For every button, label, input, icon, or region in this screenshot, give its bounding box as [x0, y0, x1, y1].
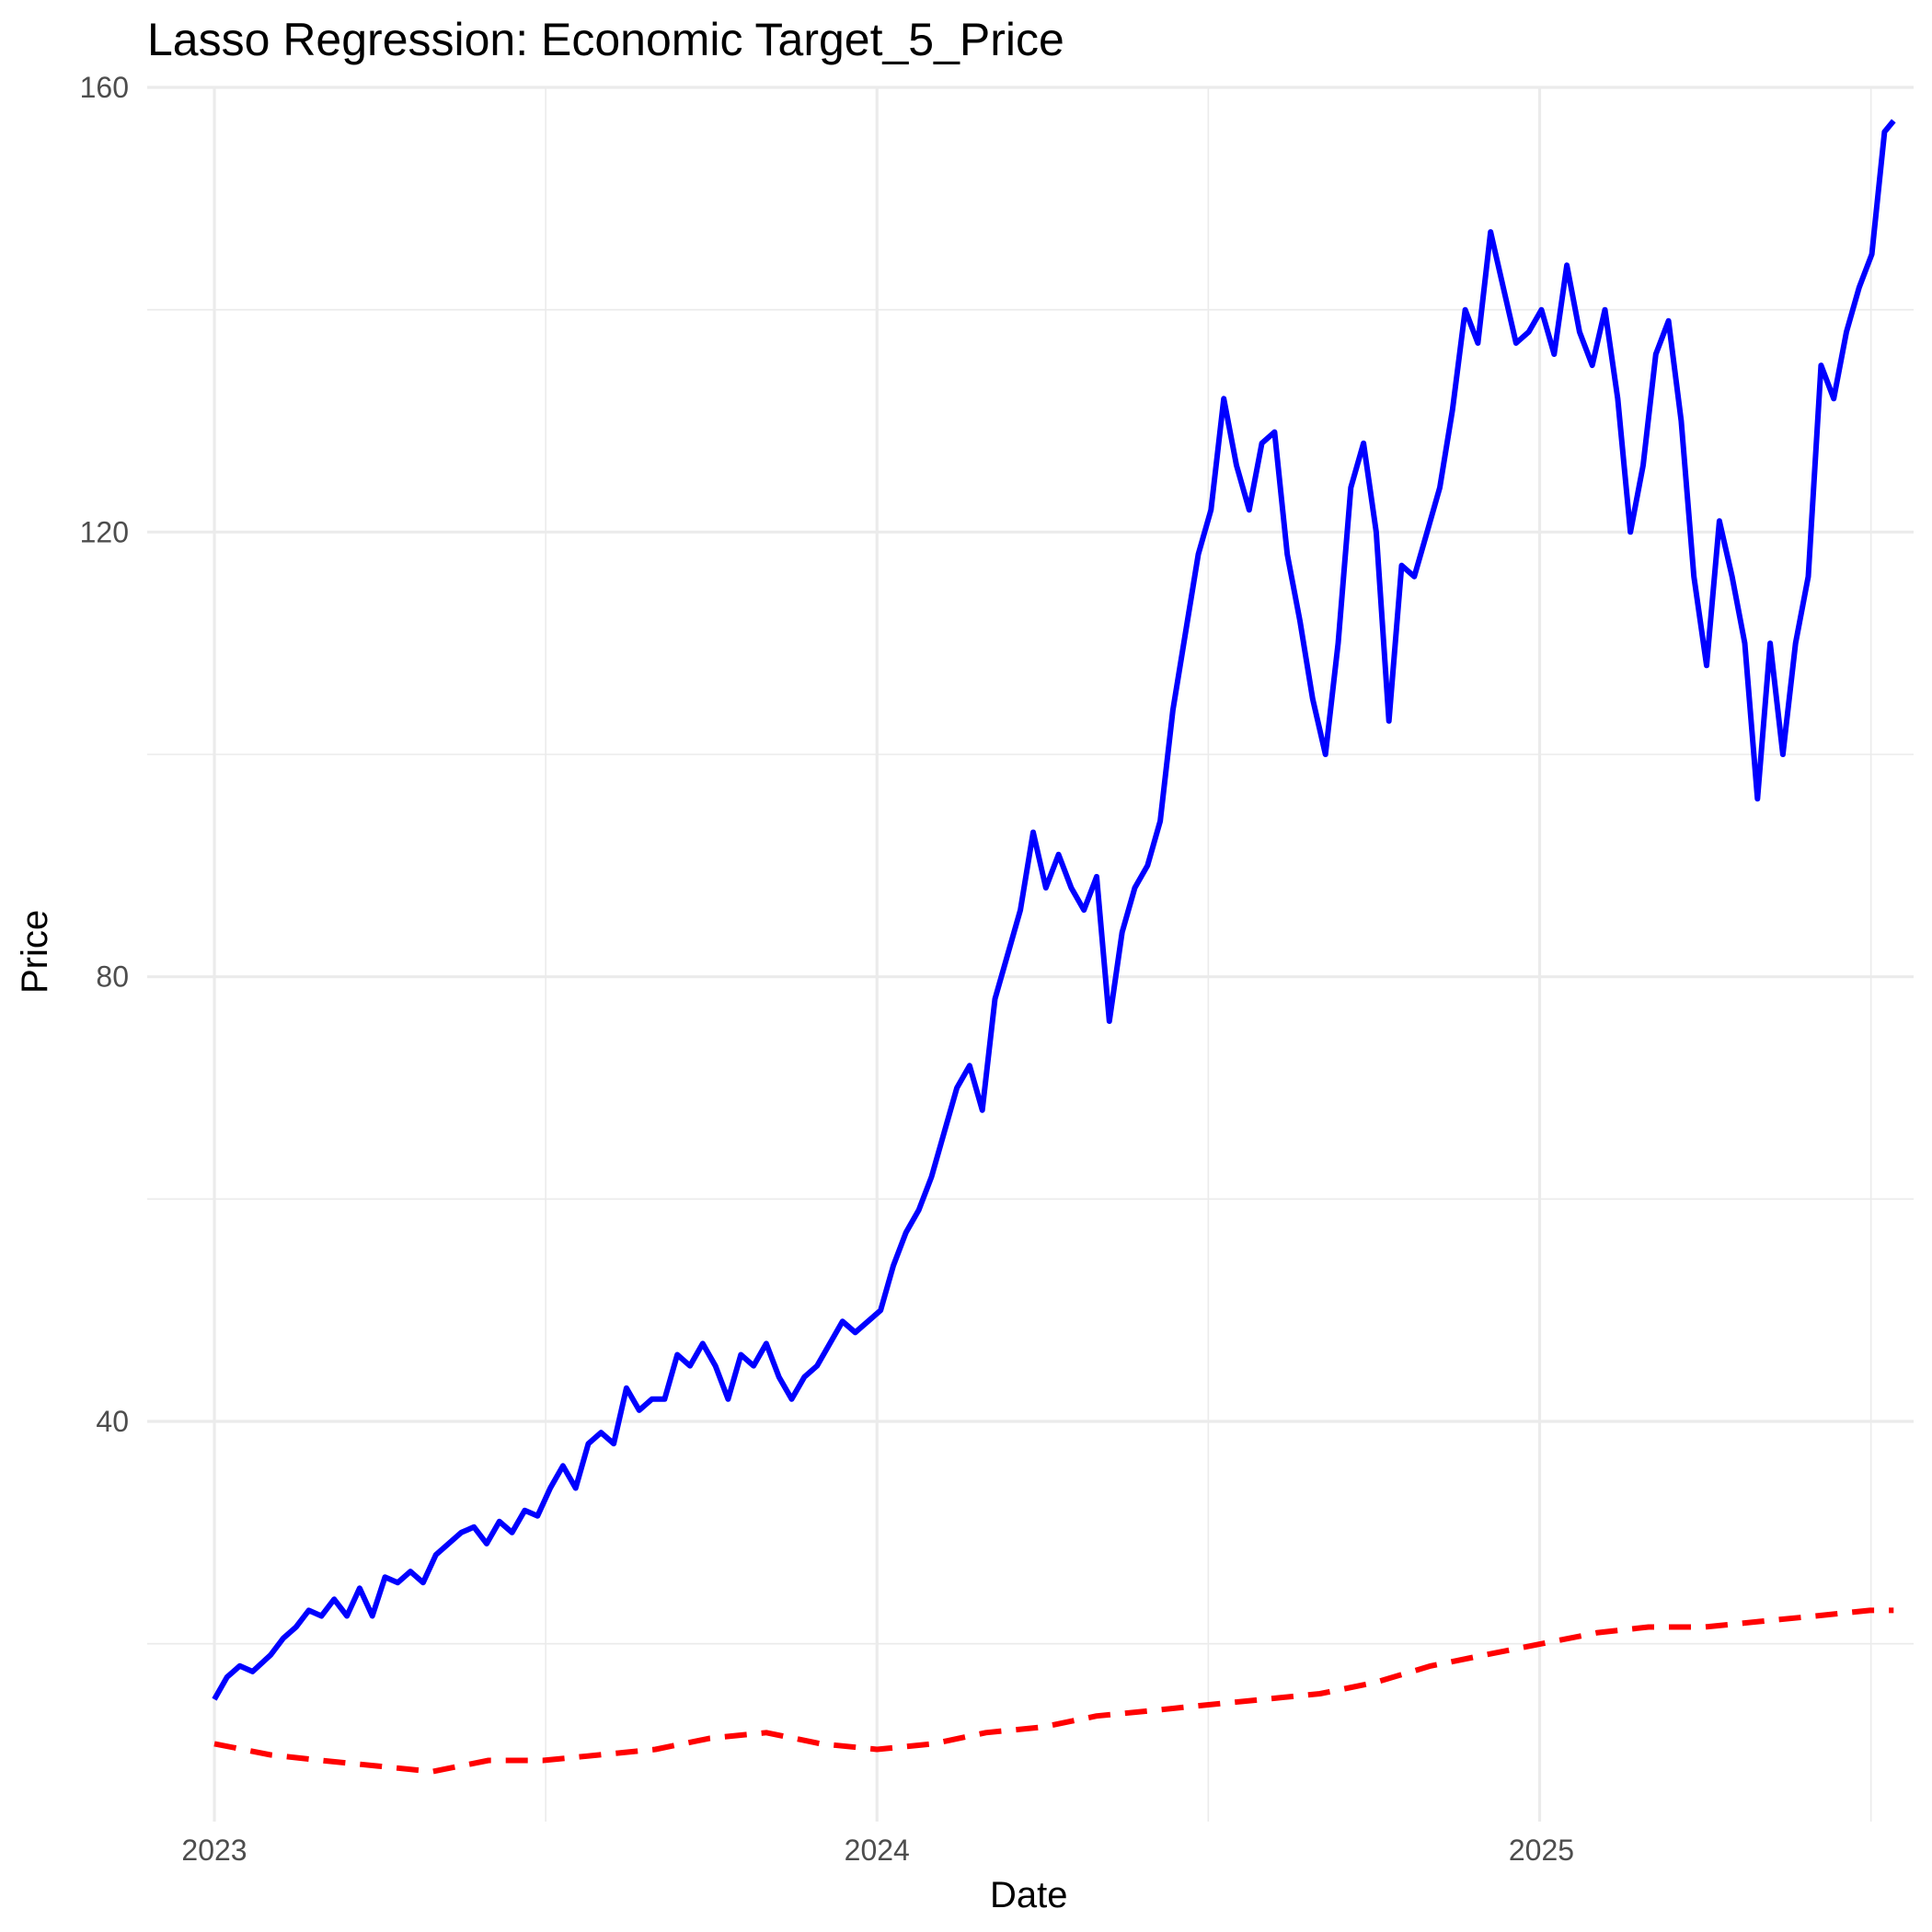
series-line-blue [212, 119, 1896, 1701]
chart-title: Lasso Regression: Economic Target_5_Pric… [147, 14, 1064, 65]
series-lines [212, 119, 1896, 1775]
x-tick-label: 2025 [1509, 1834, 1574, 1867]
series-line-red-dashed [213, 1607, 1894, 1775]
x-tick-label: 2023 [181, 1834, 247, 1867]
y-tick-label: 120 [80, 515, 129, 548]
x-tick-label: 2024 [845, 1834, 910, 1867]
tick-labels: 40 80 120 160 2023 2024 2025 [80, 71, 1574, 1867]
y-tick-label: 40 [96, 1405, 129, 1438]
y-tick-label: 160 [80, 71, 129, 104]
x-axis-label: Date [990, 1875, 1068, 1915]
y-tick-label: 80 [96, 960, 129, 994]
grid-lines [147, 86, 1914, 1822]
